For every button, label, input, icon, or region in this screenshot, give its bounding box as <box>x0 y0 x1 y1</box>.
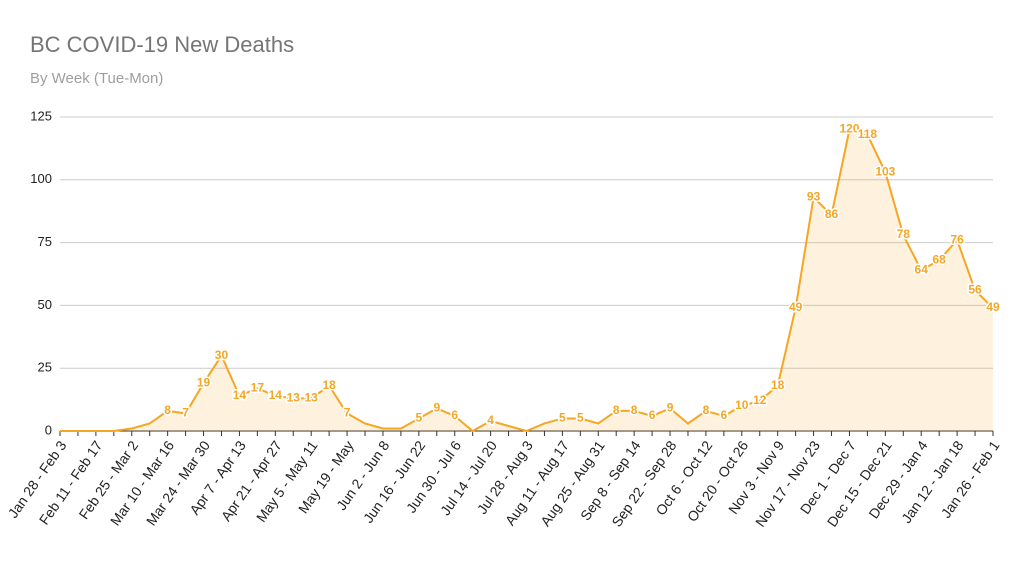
x-tick-label: Mar 10 - Mar 16 <box>107 437 177 528</box>
x-tick-label: Mar 24 - Mar 30 <box>143 437 213 528</box>
data-label: 9 <box>433 401 440 415</box>
data-label: 78 <box>897 227 911 241</box>
y-tick-label: 50 <box>38 297 52 312</box>
y-tick-label: 75 <box>38 234 52 249</box>
data-label: 56 <box>968 282 982 296</box>
data-label: 14 <box>233 388 247 402</box>
x-tick-label: Aug 25 - Aug 31 <box>537 437 608 529</box>
data-label: 8 <box>631 403 638 417</box>
data-label: 7 <box>182 406 189 420</box>
data-label: 13 <box>305 391 319 405</box>
chart-subtitle: By Week (Tue-Mon) <box>30 70 163 87</box>
data-label: 9 <box>667 401 674 415</box>
data-label: 5 <box>416 411 423 425</box>
data-label: 6 <box>649 408 656 422</box>
data-label: 8 <box>703 403 710 417</box>
data-label: 17 <box>251 380 265 394</box>
data-label: 5 <box>577 411 584 425</box>
data-label: 49 <box>986 300 1000 314</box>
data-label: 4 <box>487 413 494 427</box>
data-label: 12 <box>753 393 767 407</box>
line <box>60 128 994 433</box>
data-label: 13 <box>287 391 301 405</box>
data-label: 19 <box>197 375 211 389</box>
y-tick-label: 125 <box>30 108 52 123</box>
chart-title: BC COVID-19 New Deaths <box>30 32 294 57</box>
data-label: 18 <box>322 378 336 392</box>
data-label: 8 <box>613 403 620 417</box>
data-label: 64 <box>915 262 929 276</box>
data-label: 7 <box>344 406 351 420</box>
data-label: 10 <box>735 398 749 412</box>
data-label: 86 <box>825 207 839 221</box>
data-label: 68 <box>932 252 946 266</box>
data-label: 76 <box>950 232 964 246</box>
data-label: 118 <box>858 127 878 141</box>
data-label: 93 <box>807 190 821 204</box>
y-tick-label: 0 <box>45 422 52 437</box>
data-label: 49 <box>789 300 803 314</box>
data-label: 6 <box>451 408 458 422</box>
data-label: 103 <box>875 164 895 178</box>
y-tick-label: 25 <box>38 360 52 375</box>
data-label: 6 <box>721 408 728 422</box>
data-label: 30 <box>215 348 229 362</box>
data-label: 18 <box>771 378 785 392</box>
y-tick-label: 100 <box>30 171 52 186</box>
data-label: 8 <box>164 403 171 417</box>
data-label: 120 <box>839 122 859 136</box>
data-label: 5 <box>559 411 566 425</box>
data-label: 14 <box>269 388 283 402</box>
area <box>60 129 993 431</box>
